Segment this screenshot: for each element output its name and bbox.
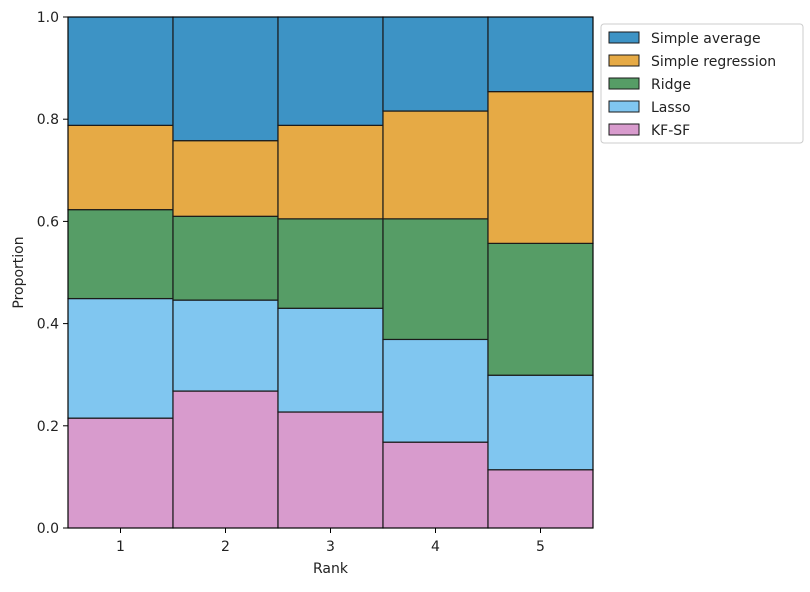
bar-segment-simple-regression-rank-3	[277, 124, 384, 220]
y-tick-label: 0.2	[37, 419, 59, 435]
bar-segment-simple-average-rank-4	[382, 16, 489, 112]
bar-segment-kf-sf-rank-3	[277, 411, 384, 529]
x-tick-label: 3	[326, 539, 335, 555]
bar-segment-ridge-rank-2	[172, 215, 279, 301]
legend: Simple average Simple regression Ridge Lass…	[600, 23, 804, 144]
y-axis-label: Proportion	[11, 236, 27, 308]
bars-layer	[67, 16, 594, 529]
y-ticks: 0.0 0.2 0.4 0.6 0.8 1.0	[37, 10, 68, 537]
x-tick-label: 4	[431, 539, 440, 555]
bar-segment-lasso-rank-2	[172, 299, 279, 392]
bar-segment-lasso-rank-1	[67, 297, 174, 419]
legend-label-kf-sf: KF-SF	[651, 123, 690, 139]
x-tick-label: 1	[116, 539, 125, 555]
legend-swatch-ridge	[608, 77, 640, 90]
bar-segment-lasso-rank-5	[487, 374, 594, 471]
bar-segment-kf-sf-rank-1	[67, 417, 174, 529]
bar-segment-simple-regression-rank-1	[67, 124, 174, 211]
y-tick-label: 0.8	[37, 112, 59, 128]
x-axis-label: Rank	[313, 561, 349, 577]
x-ticks: 1 2 3 4 5	[116, 528, 545, 555]
y-tick-label: 0.0	[37, 521, 59, 537]
bar-segment-ridge-rank-5	[487, 242, 594, 376]
legend-label-simple-average: Simple average	[651, 31, 761, 47]
bar-segment-simple-average-rank-2	[172, 16, 279, 142]
legend-label-lasso: Lasso	[651, 100, 691, 116]
x-tick-label: 5	[536, 539, 545, 555]
x-tick-label: 2	[221, 539, 230, 555]
legend-label-simple-regression: Simple regression	[651, 54, 776, 70]
bar-segment-simple-regression-rank-2	[172, 140, 279, 217]
bar-segment-simple-average-rank-5	[487, 16, 594, 93]
legend-swatch-lasso	[608, 100, 640, 113]
bar-segment-simple-regression-rank-4	[382, 110, 489, 220]
y-tick-label: 0.4	[37, 317, 59, 333]
bar-segment-kf-sf-rank-4	[382, 441, 489, 529]
bar-segment-lasso-rank-4	[382, 338, 489, 443]
bar-segment-ridge-rank-3	[277, 218, 384, 309]
bar-segment-simple-average-rank-1	[67, 16, 174, 126]
legend-swatch-simple-average	[608, 31, 640, 44]
bar-segment-ridge-rank-4	[382, 218, 489, 341]
axes-layer: 1 2 3 4 5 0.0 0.2 0.4 0.6 0.8 1.0 Rank Proportion	[11, 10, 594, 577]
bar-segment-kf-sf-rank-2	[172, 390, 279, 529]
legend-items: Simple average Simple regression Ridge Lass…	[608, 31, 776, 139]
legend-label-ridge: Ridge	[651, 77, 691, 93]
bar-segment-ridge-rank-1	[67, 209, 174, 300]
bar-segment-kf-sf-rank-5	[487, 469, 594, 529]
bar-segment-lasso-rank-3	[277, 307, 384, 413]
bar-segment-simple-average-rank-3	[277, 16, 384, 126]
y-tick-label: 0.6	[37, 214, 59, 230]
legend-swatch-kf-sf	[608, 123, 640, 136]
legend-box	[600, 23, 804, 144]
y-tick-label: 1.0	[37, 10, 59, 26]
legend-swatch-simple-regression	[608, 54, 640, 67]
bar-segment-simple-regression-rank-5	[487, 91, 594, 244]
